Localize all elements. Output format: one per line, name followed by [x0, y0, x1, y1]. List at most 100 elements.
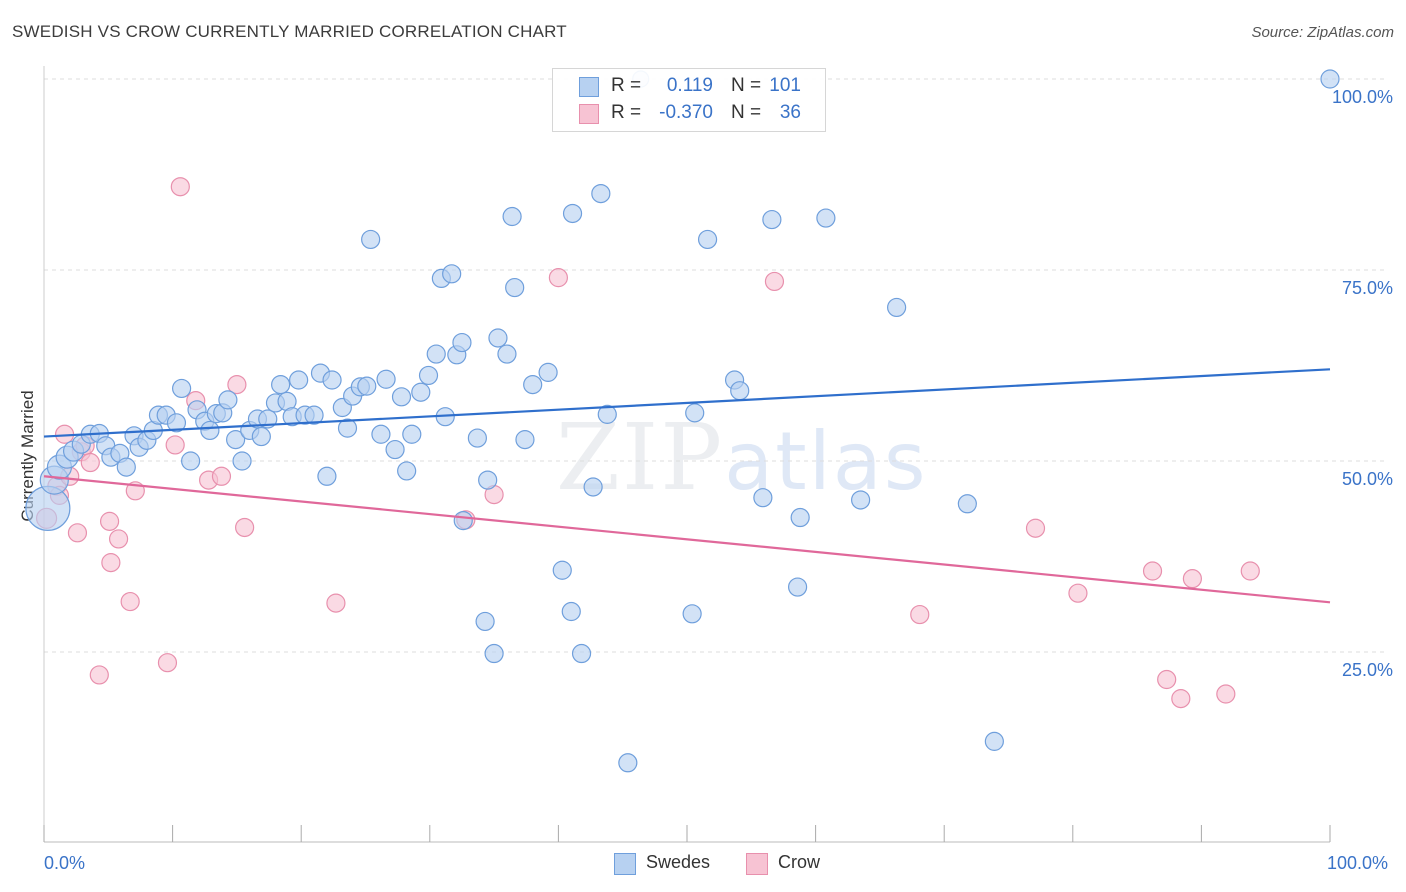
swedes-point — [592, 185, 610, 203]
crow-point — [911, 606, 929, 624]
swedes-point — [985, 732, 1003, 750]
swedes-point — [1321, 70, 1339, 88]
crow-point — [549, 269, 567, 287]
swedes-point — [852, 491, 870, 509]
swedes-point — [888, 298, 906, 316]
trend-layer — [44, 369, 1330, 602]
swedes-point — [233, 452, 251, 470]
legend-box: R = 0.119 N = 101 R = -0.370 N = 36 — [552, 68, 826, 132]
swedes-point — [573, 645, 591, 663]
crow-point — [765, 272, 783, 290]
crow-point — [1144, 562, 1162, 580]
swedes-point — [789, 578, 807, 596]
swedes-point — [272, 376, 290, 394]
swedes-point — [683, 605, 701, 623]
swedes-point — [323, 371, 341, 389]
swedes-point — [290, 371, 308, 389]
swedes-point — [489, 329, 507, 347]
swedes-point — [454, 512, 472, 530]
crow-point — [171, 178, 189, 196]
legend-n-label-swedes: N = — [731, 75, 761, 97]
swedes-point — [453, 334, 471, 352]
crow-point — [1027, 519, 1045, 537]
legend-n-label-crow: N = — [731, 102, 761, 124]
crow-point — [327, 594, 345, 612]
swedes-point — [403, 425, 421, 443]
legend-r-label-crow: R = — [611, 102, 641, 124]
legend-swatch-swedes — [579, 77, 599, 97]
swedes-point — [443, 265, 461, 283]
swedes-point — [393, 388, 411, 406]
crow-point — [1069, 584, 1087, 602]
crow-point — [236, 518, 254, 536]
crow-point — [158, 654, 176, 672]
swedes-point — [479, 471, 497, 489]
legend-r-value-crow: -0.370 — [647, 102, 713, 124]
crow-point — [90, 666, 108, 684]
bottom-legend-label-swedes: Swedes — [646, 852, 710, 873]
crow-point — [110, 530, 128, 548]
legend-swatch-crow — [579, 104, 599, 124]
y-tick-label: 75.0% — [1342, 278, 1393, 298]
swedes-point — [699, 230, 717, 248]
swedes-point — [252, 428, 270, 446]
swedes-point — [201, 421, 219, 439]
y-tick-label: 25.0% — [1342, 660, 1393, 680]
swedes-point — [219, 391, 237, 409]
y-tick-label: 100.0% — [1332, 87, 1393, 107]
swedes-point — [619, 754, 637, 772]
swedes-point — [503, 208, 521, 226]
crow-point — [102, 554, 120, 572]
crow-point — [101, 512, 119, 530]
swedes-point — [564, 204, 582, 222]
swedes-point — [539, 363, 557, 381]
swedes-point — [358, 377, 376, 395]
swedes-point — [686, 404, 704, 422]
swedes-point — [173, 379, 191, 397]
swedes-point — [754, 489, 772, 507]
crow-point — [212, 467, 230, 485]
bottom-legend-label-crow: Crow — [778, 852, 820, 873]
crow-points — [37, 178, 1260, 708]
grid-layer — [44, 79, 1386, 652]
legend-n-value-crow: 36 — [767, 102, 801, 124]
swedes-point — [398, 462, 416, 480]
y-tick-label: 50.0% — [1342, 469, 1393, 489]
crow-point — [81, 454, 99, 472]
swedes-point — [468, 429, 486, 447]
swedes-point — [318, 467, 336, 485]
swedes-point — [386, 441, 404, 459]
swedes-point — [584, 478, 602, 496]
crow-point — [1241, 562, 1259, 580]
swedes-point — [524, 376, 542, 394]
swedes-point — [117, 458, 135, 476]
legend-r-label-swedes: R = — [611, 75, 641, 97]
crow-point — [68, 524, 86, 542]
crow-point — [1217, 685, 1235, 703]
swedes-point — [182, 452, 200, 470]
swedes-point — [731, 382, 749, 400]
swedes-point — [763, 211, 781, 229]
swedes-point — [372, 425, 390, 443]
swedes-point — [377, 370, 395, 388]
bottom-legend-swatch-crow — [746, 853, 768, 875]
bottom-legend-swatch-swedes — [614, 853, 636, 875]
swedes-point — [498, 345, 516, 363]
crow-point — [121, 593, 139, 611]
swedes-point — [506, 279, 524, 297]
crow-trend-line — [44, 476, 1330, 602]
swedes-point — [412, 383, 430, 401]
swedes-point — [476, 612, 494, 630]
crow-point — [1158, 671, 1176, 689]
swedes-point — [516, 431, 534, 449]
swedes-point — [485, 645, 503, 663]
swedes-point — [553, 561, 571, 579]
swedes-point — [791, 509, 809, 527]
swedes-point — [427, 345, 445, 363]
swedes-point — [362, 230, 380, 248]
y-tick-labels: 25.0% 50.0% 75.0% 100.0% — [1332, 87, 1393, 680]
swedes-point — [420, 366, 438, 384]
swedes-point — [817, 209, 835, 227]
legend-n-value-swedes: 101 — [767, 75, 801, 97]
swedes-points — [26, 70, 1339, 772]
